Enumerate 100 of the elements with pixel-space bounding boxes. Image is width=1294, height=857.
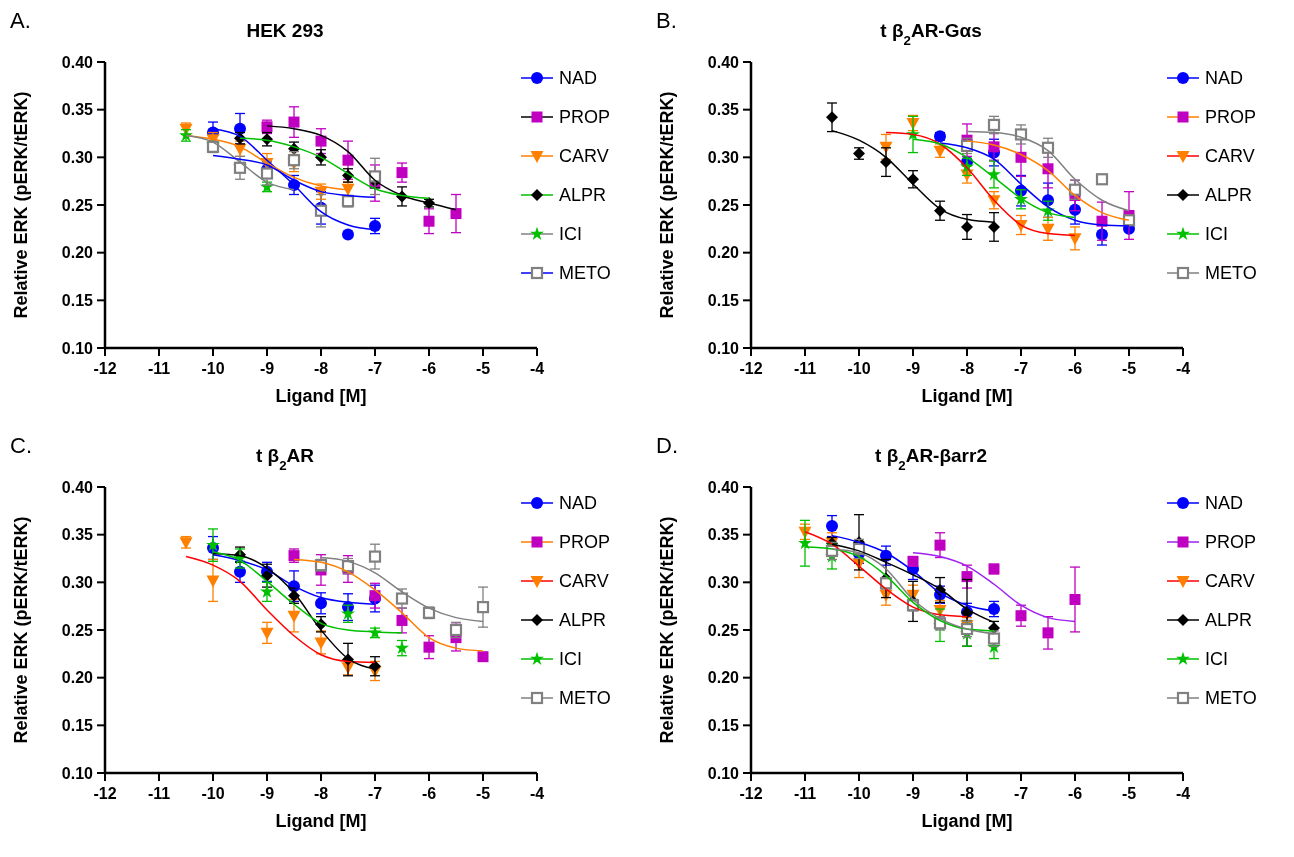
x-axis-title: Ligand [M] xyxy=(921,386,1013,406)
legend-label: NAD xyxy=(559,68,598,89)
y-tick-label: 0.40 xyxy=(61,53,94,71)
point xyxy=(826,520,838,533)
point xyxy=(826,111,838,124)
point xyxy=(341,606,355,620)
y-axis-title: Relative ERK (pERK/tERK) xyxy=(657,91,677,319)
point xyxy=(477,651,489,663)
x-axis-title: Ligand [M] xyxy=(275,386,367,406)
legend-label: ALPR xyxy=(1205,185,1253,206)
chart-title: t β$_{2}$AR-Gαs xyxy=(880,20,982,48)
legend-label: ICI xyxy=(1205,649,1229,670)
y-tick-label: 0.40 xyxy=(61,478,94,496)
point xyxy=(934,539,946,551)
legend-label: ALPR xyxy=(1205,610,1253,631)
legend-label: NAD xyxy=(1205,68,1244,89)
x-tick-label: -8 xyxy=(959,785,975,802)
point xyxy=(1015,610,1027,622)
point xyxy=(1068,233,1082,246)
x-tick-label: -6 xyxy=(421,785,437,802)
point xyxy=(260,627,274,640)
x-tick-label: -6 xyxy=(1067,360,1083,377)
x-tick-label: -5 xyxy=(1121,785,1137,802)
legend-label: ICI xyxy=(559,224,583,245)
line-series xyxy=(912,552,1076,623)
y-tick-label: 0.35 xyxy=(61,526,94,544)
point xyxy=(396,614,408,626)
y-axis-title: Relative ERK (pERK/tERK) xyxy=(11,516,31,744)
point xyxy=(288,116,300,128)
point xyxy=(1041,223,1055,236)
x-tick-label: -12 xyxy=(93,785,117,802)
x-tick-label: -10 xyxy=(847,785,871,802)
x-tick-label: -7 xyxy=(367,360,383,377)
x-tick-label: -5 xyxy=(1121,360,1137,377)
x-tick-label: -7 xyxy=(367,785,383,802)
point xyxy=(260,167,274,180)
point xyxy=(342,228,354,241)
x-tick-label: -9 xyxy=(259,785,275,802)
point xyxy=(1068,183,1082,196)
legend-label: ALPR xyxy=(559,185,607,206)
y-tick-label: 0.15 xyxy=(61,716,94,734)
x-tick-label: -10 xyxy=(201,360,225,377)
x-tick-label: -4 xyxy=(529,785,545,802)
point xyxy=(206,575,220,588)
x-tick-label: -7 xyxy=(1013,360,1029,377)
x-tick-label: -11 xyxy=(793,360,817,377)
y-tick-label: 0.30 xyxy=(61,573,94,591)
legend-label: METO xyxy=(559,263,611,284)
chart-title: HEK 293 xyxy=(246,20,324,41)
point xyxy=(988,220,1000,233)
legend-label: PROP xyxy=(559,107,611,128)
legend-label: METO xyxy=(1205,263,1257,284)
y-tick-label: 0.30 xyxy=(61,148,94,166)
y-tick-label: 0.25 xyxy=(707,621,740,639)
x-axis-title: Ligand [M] xyxy=(921,811,1013,831)
y-tick-label: 0.10 xyxy=(707,764,740,782)
y-tick-label: 0.40 xyxy=(707,478,740,496)
point xyxy=(1069,593,1081,605)
x-tick-label: -8 xyxy=(313,360,329,377)
point xyxy=(314,637,328,650)
point xyxy=(369,660,381,673)
legend-label: PROP xyxy=(1205,107,1257,128)
y-tick-label: 0.20 xyxy=(707,244,740,262)
x-tick-label: -12 xyxy=(739,785,763,802)
legend-label: CARV xyxy=(1205,571,1255,592)
x-tick-label: -9 xyxy=(259,360,275,377)
legend-label: ICI xyxy=(1205,224,1229,245)
y-tick-label: 0.25 xyxy=(707,196,740,214)
x-tick-label: -6 xyxy=(1067,785,1083,802)
y-tick-label: 0.40 xyxy=(707,53,740,71)
point xyxy=(1042,627,1054,639)
x-tick-label: -8 xyxy=(959,360,975,377)
y-tick-label: 0.10 xyxy=(61,764,94,782)
point xyxy=(476,601,490,614)
point xyxy=(287,610,301,623)
point xyxy=(206,537,220,552)
text: B. xyxy=(656,8,677,33)
point xyxy=(880,156,892,169)
y-tick-label: 0.25 xyxy=(61,196,94,214)
y-tick-label: 0.10 xyxy=(61,339,94,357)
y-axis-title: Relative ERK (pERK/tERK) xyxy=(657,516,677,744)
y-axis-title: Relative ERK (pERK/tERK) xyxy=(11,91,31,319)
y-tick-label: 0.20 xyxy=(61,669,94,687)
legend-label: ALPR xyxy=(559,610,607,631)
x-tick-label: -4 xyxy=(1175,785,1191,802)
point xyxy=(287,154,301,167)
y-tick-label: 0.35 xyxy=(707,526,740,544)
point xyxy=(315,135,327,147)
x-tick-label: -11 xyxy=(147,785,171,802)
y-tick-label: 0.35 xyxy=(707,101,740,119)
x-tick-label: -12 xyxy=(93,360,117,377)
y-tick-label: 0.20 xyxy=(61,244,94,262)
point xyxy=(368,550,382,563)
point xyxy=(342,154,354,166)
legend-label: METO xyxy=(1205,688,1257,709)
y-tick-label: 0.35 xyxy=(61,101,94,119)
x-axis-title: Ligand [M] xyxy=(275,811,367,831)
x-tick-label: -4 xyxy=(1175,360,1191,377)
y-tick-label: 0.30 xyxy=(707,148,740,166)
legend-label: NAD xyxy=(559,493,598,514)
